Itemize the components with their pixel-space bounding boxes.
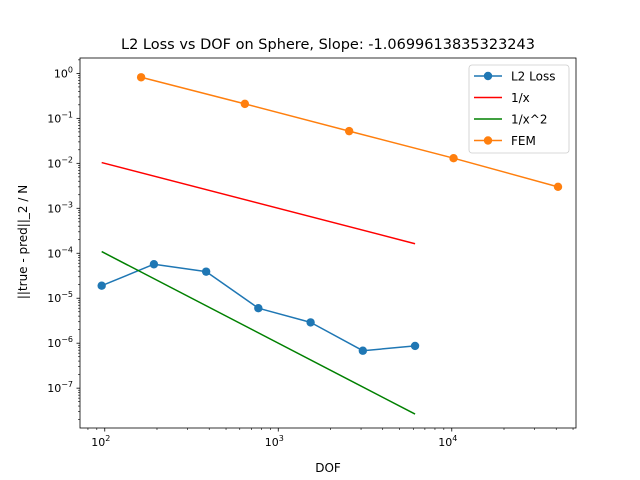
series-line-1-x [101,161,416,245]
chart-title: L2 Loss vs DOF on Sphere, Slope: -1.0699… [121,37,535,53]
legend-marker-l2-loss [483,71,493,81]
x-tick-exponent: 4 [452,434,457,443]
y-tick-label: 10−5 [47,290,73,305]
y-tick-exponent: −6 [61,335,73,344]
y-tick-exponent: −1 [61,110,73,119]
y-tick-label: 10−2 [47,155,73,170]
x-tick-exponent: 2 [105,434,110,443]
axes-frame [79,57,577,429]
y-tick-base: 10 [47,292,61,305]
data-point-fem [449,154,458,163]
data-point-l2-loss [410,341,420,351]
data-point-l2-loss [201,267,211,276]
y-tick-base: 10 [47,202,61,215]
y-tick-label: 10−3 [47,200,73,215]
y-tick-label: 10−1 [47,110,73,125]
legend-marker-fem [483,136,493,145]
data-point-l2-loss [306,318,315,327]
y-tick-base: 10 [47,337,61,350]
series-group [97,73,563,415]
y-axis-label: ||true - pred||_2 / N [16,185,30,299]
y-tick-label: 10−4 [47,245,73,260]
legend: L2 Loss 1/x 1/x^2 FEM [468,64,570,154]
y-tick-exponent: −5 [61,290,73,299]
legend-label-l2-loss: L2 Loss [511,70,555,84]
data-point-fem [136,73,146,82]
data-point-l2-loss [358,346,368,355]
x-tick-exponent: 3 [279,434,284,443]
y-tick-base: 10 [47,157,61,170]
data-point-l2-loss [97,281,106,290]
y-tick-label: 10−7 [47,380,73,395]
y-tick-exponent: −7 [61,380,73,389]
y-tick-base: 10 [54,67,68,80]
y-tick-exponent: −2 [61,155,73,164]
data-point-fem [240,99,250,109]
y-tick-base: 10 [47,112,61,125]
y-tick-label: 10−6 [47,335,73,350]
legend-label-fem: FEM [511,134,536,148]
y-tick-exponent: −3 [61,200,73,209]
legend-label-1-x-2: 1/x^2 [511,113,547,127]
y-tick-base: 10 [47,247,61,260]
legend-box [468,64,570,154]
y-tick-label: 100 [54,65,73,80]
legend-label-1-x: 1/x [511,91,530,105]
y-tick-base: 10 [47,382,61,395]
data-point-fem [344,126,354,136]
data-point-l2-loss [149,260,159,269]
data-point-fem [553,182,563,192]
y-tick-exponent: 0 [68,65,73,74]
x-axis-label: DOF [315,461,341,475]
data-point-l2-loss [254,304,263,313]
y-tick-exponent: −4 [61,245,73,254]
series-line-1-x-2 [101,250,416,415]
